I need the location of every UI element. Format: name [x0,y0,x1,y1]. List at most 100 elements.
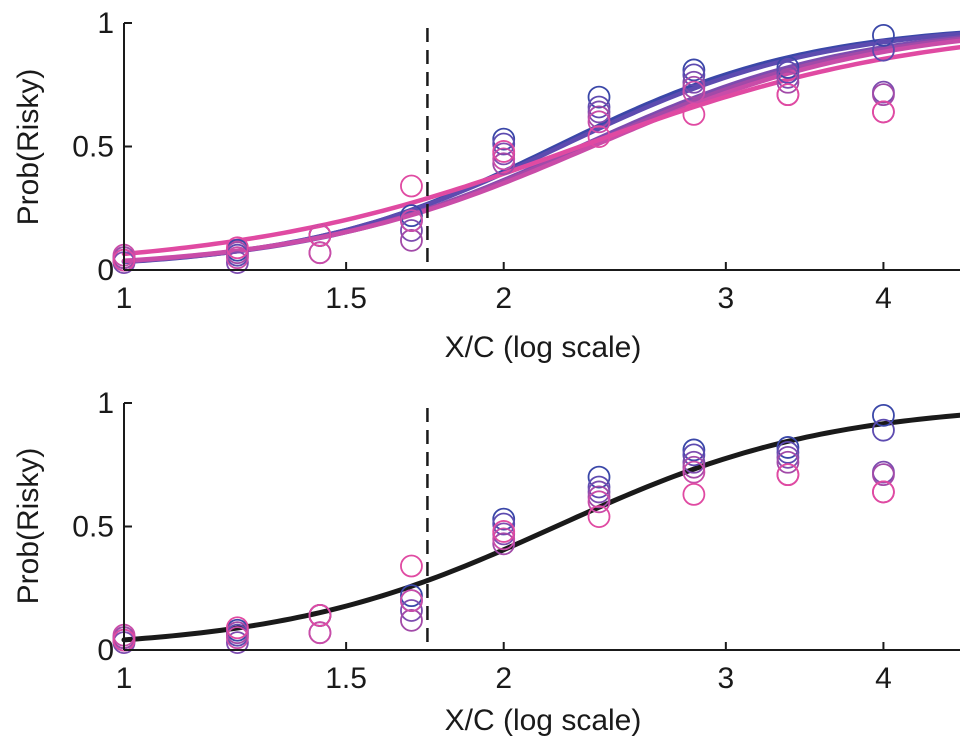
data-point-s1-5 [587,475,611,499]
data-points [112,23,895,274]
data-point-s3-5 [587,105,611,129]
y-axis-label: Prob(Risky) [12,69,45,226]
data-point-s4-5 [587,490,611,514]
x-tick-label: 4 [875,282,892,315]
data-point-s5-6 [682,102,706,126]
data-point-s0-8 [872,403,895,427]
data-point-s0-7 [776,56,800,79]
data-points [112,403,895,654]
data-point-s2-6 [682,450,706,474]
data-point-s3-4 [492,532,516,556]
data-point-s0-8 [872,23,895,47]
x-tick-label: 1.5 [325,662,367,695]
data-point-s4-6 [682,460,706,484]
y-tick-label: 1 [97,387,114,420]
data-point-s0-4 [492,507,516,531]
data-point-s4-6 [682,80,706,104]
data-point-s2-1 [226,251,249,274]
x-tick-label: 1 [116,282,133,315]
data-point-s5-5 [587,125,611,149]
data-point-s0-7 [776,436,800,459]
data-point-s2-1 [226,631,249,654]
data-point-s0-6 [682,438,706,462]
data-point-s1-4 [492,132,516,156]
y-tick-label: 0 [97,634,114,667]
fit-curve-3 [121,36,960,264]
x-tick-label: 1 [116,662,133,695]
data-point-s4-2 [308,621,332,645]
data-point-s3-4 [492,152,516,176]
data-point-s5-4 [492,520,516,543]
y-tick-label: 1 [97,7,114,40]
data-point-s0-3 [400,584,423,608]
data-point-s3-6 [682,75,706,99]
fit-curves [121,412,960,643]
data-point-s3-8 [872,463,895,487]
data-point-s3-7 [776,70,800,94]
y-axis-label: Prob(Risky) [12,448,45,605]
x-tick-label: 2 [495,282,512,315]
data-point-s2-7 [776,65,800,89]
data-point-s3-1 [226,621,249,645]
top-panel: 1 1.5 2 3 4 0 0.5 1 X/C (log scale) Prob(Risky) [12,7,960,364]
data-point-s1-4 [492,512,516,536]
data-point-s4-5 [587,110,611,134]
data-point-s1-8 [872,38,895,62]
fit-curve-5 [121,44,960,257]
data-point-s0-5 [587,465,611,489]
data-point-s4-2 [308,241,332,265]
data-point-s1-7 [776,440,800,464]
x-tick-label: 4 [875,662,892,695]
pooled-fit-curve [121,412,960,643]
data-point-s2-7 [776,445,800,469]
axes: 1 1.5 2 3 4 0 0.5 1 [72,387,960,695]
data-point-s2-3 [400,599,423,622]
data-point-s3-3 [400,228,423,252]
x-tick-label: 2 [495,662,512,695]
data-point-s0-5 [587,85,611,109]
data-point-s0-6 [682,58,706,82]
data-point-s5-5 [587,505,611,529]
data-point-s5-2 [308,604,332,627]
data-point-s5-3 [400,554,423,578]
data-point-s3-3 [400,608,423,632]
data-point-s2-5 [587,100,611,124]
data-point-s0-3 [400,204,423,228]
fit-curve-2 [121,35,960,264]
data-point-s2-5 [587,480,611,504]
data-point-s4-1 [226,246,249,270]
bottom-panel: 1 1.5 2 3 4 0 0.5 1 X/C (log scale) Prob(Risky) [12,387,960,737]
data-point-s3-5 [587,485,611,509]
x-axis-label: X/C (log scale) [445,704,642,737]
data-point-s3-6 [682,455,706,479]
x-tick-label: 3 [717,662,734,695]
data-point-s2-6 [682,70,706,94]
data-point-s5-1 [226,616,249,640]
data-point-s5-2 [308,224,332,247]
data-point-s5-8 [872,100,895,124]
data-point-s1-6 [682,63,706,87]
data-point-s4-4 [492,527,516,551]
y-tick-label: 0.5 [72,131,114,164]
data-point-s5-4 [492,140,516,163]
data-point-s3-8 [872,83,895,107]
data-point-s4-3 [400,589,423,612]
data-point-s0-4 [492,127,516,151]
fit-curves [121,30,960,265]
data-point-s5-3 [400,174,423,198]
data-point-s3-7 [776,450,800,474]
data-point-s3-1 [226,241,249,265]
x-axis-label: X/C (log scale) [445,331,642,364]
fit-curve-4 [121,38,960,263]
data-point-s5-7 [776,83,800,107]
data-point-s5-1 [226,236,249,260]
data-point-s5-6 [682,482,706,506]
data-point-s1-7 [776,61,800,84]
x-tick-label: 1.5 [325,282,367,315]
data-point-s4-4 [492,147,516,171]
y-tick-label: 0 [97,254,114,287]
data-point-s4-1 [226,626,249,650]
data-point-s4-3 [400,209,423,233]
data-point-s5-8 [872,480,895,504]
